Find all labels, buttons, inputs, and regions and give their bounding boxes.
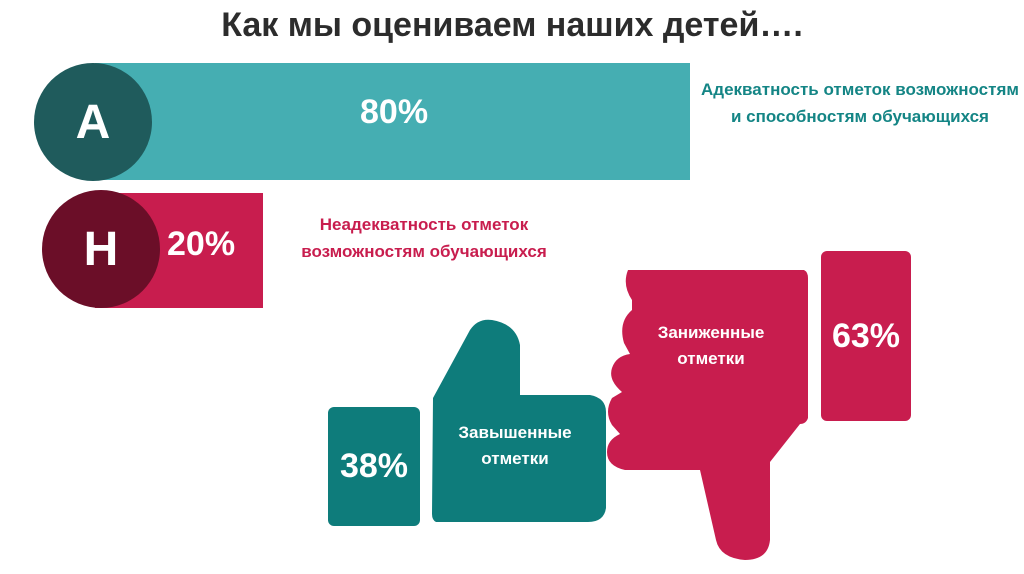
adequate-bar: 80% (95, 63, 690, 180)
inadequate-percent: 20% (167, 225, 236, 263)
understated-percent: 63% (821, 251, 911, 421)
adequate-circle: А (34, 63, 152, 181)
overstated-label: Завышенные отметки (458, 423, 572, 468)
inadequate-caption: Неадекватность отметок возможностям обуч… (301, 215, 547, 261)
thumbs-down-icon (607, 270, 808, 560)
inadequate-circle: Н (42, 190, 160, 308)
overstated-percent: 38% (328, 407, 420, 526)
adequate-percent: 80% (360, 93, 429, 131)
page-title: Как мы оцениваем наших детей…. (221, 6, 803, 44)
thumbs-up-icon (432, 319, 606, 522)
understated-label: Заниженные отметки (657, 323, 765, 368)
adequate-caption: Адекватность отметок возможностям и спос… (701, 80, 1019, 126)
